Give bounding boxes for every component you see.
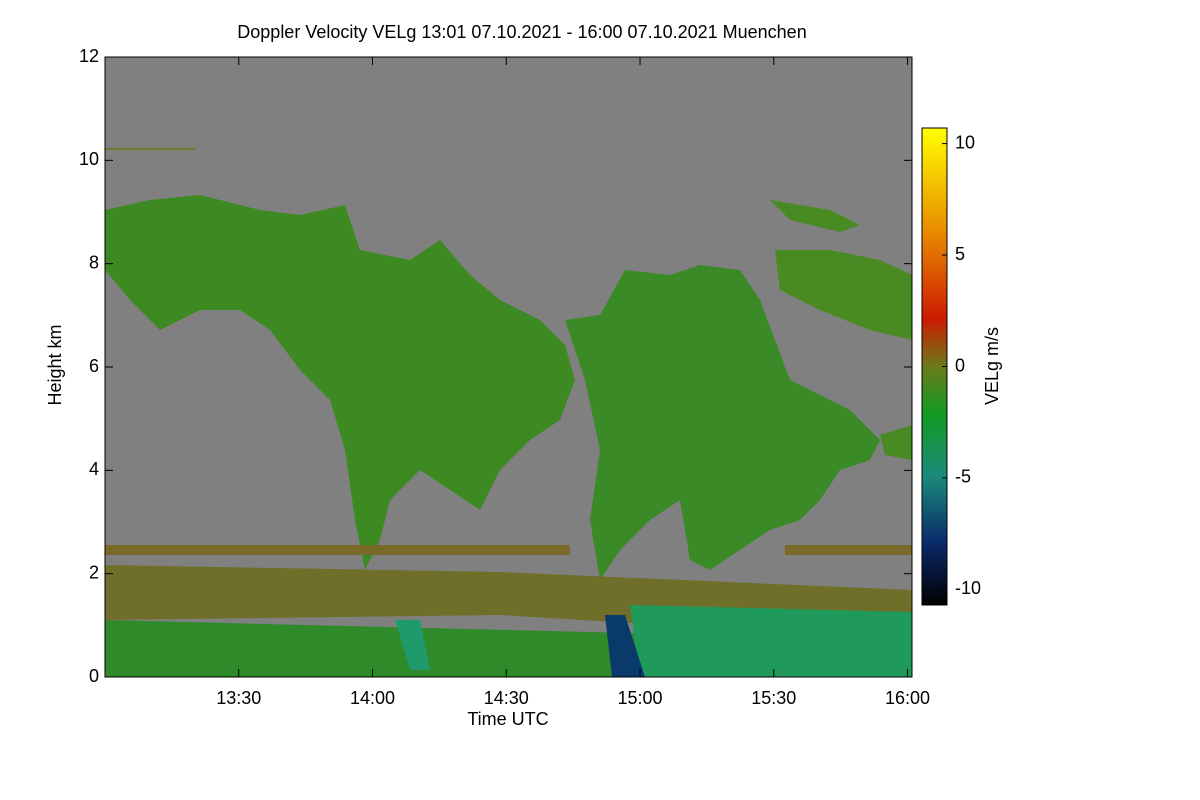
x-tick-label: 13:30 [216, 688, 261, 708]
echo [880, 425, 912, 460]
echo [395, 620, 430, 670]
echo [785, 545, 912, 555]
colorbar-label: VELg m/s [982, 327, 1002, 405]
echo [565, 265, 880, 580]
y-tick-label: 0 [89, 666, 99, 686]
chart-title: Doppler Velocity VELg 13:01 07.10.2021 -… [237, 22, 806, 42]
echo [605, 615, 645, 677]
colorbar-tick-label: 10 [955, 132, 975, 152]
echo [105, 545, 570, 555]
y-tick-label: 8 [89, 252, 99, 272]
y-axis-label: Height km [45, 324, 65, 405]
colorbar-tick-label: 5 [955, 244, 965, 264]
colorbar-tick-label: -10 [955, 578, 981, 598]
x-tick-label: 16:00 [885, 688, 930, 708]
colorbar-tick-label: -5 [955, 467, 971, 487]
echo [775, 250, 912, 340]
y-tick-label: 4 [89, 459, 99, 479]
echo [105, 195, 575, 570]
y-tick-label: 6 [89, 356, 99, 376]
colorbar-tick-label: 0 [955, 355, 965, 375]
velocity-field [105, 57, 912, 677]
x-tick-label: 14:30 [484, 688, 529, 708]
x-axis-label: Time UTC [467, 709, 548, 729]
x-tick-label: 15:00 [618, 688, 663, 708]
y-tick-label: 10 [79, 149, 99, 169]
echo [770, 200, 860, 232]
echo [630, 605, 912, 677]
y-tick-label: 2 [89, 562, 99, 582]
x-tick-label: 14:00 [350, 688, 395, 708]
y-tick-label: 12 [79, 46, 99, 66]
x-tick-label: 15:30 [751, 688, 796, 708]
